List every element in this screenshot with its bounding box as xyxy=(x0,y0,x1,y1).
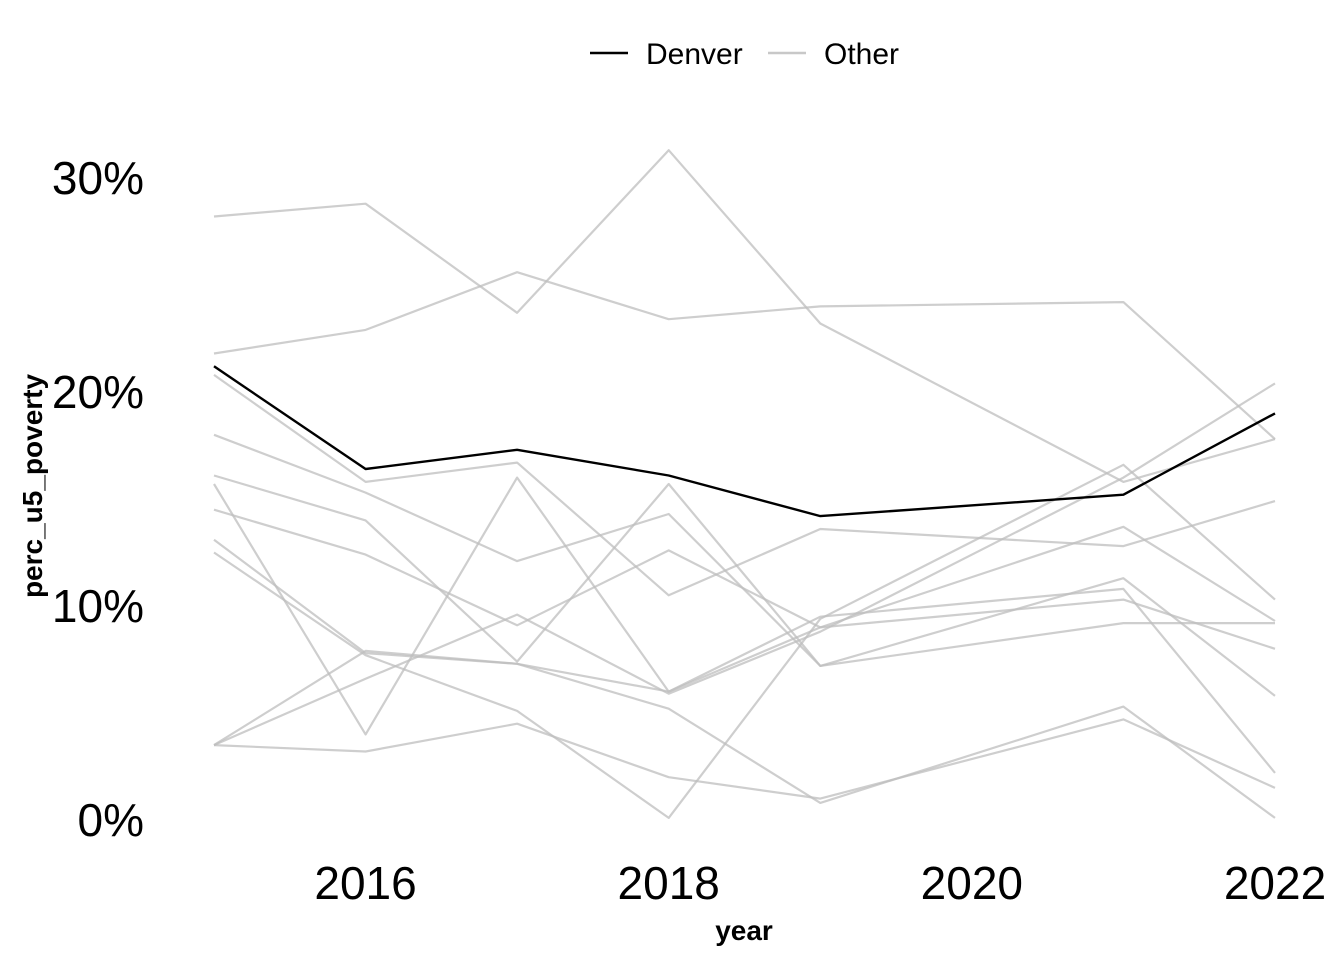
series-line-other-3 xyxy=(213,374,1276,597)
x-tick-label: 2018 xyxy=(618,857,720,909)
y-axis-ticks: 0% 10% 20% 30% xyxy=(52,152,144,846)
legend-label-other: Other xyxy=(824,38,899,71)
x-tick-label: 2016 xyxy=(314,857,416,909)
series-line-other-4 xyxy=(213,433,1275,668)
y-tick-label: 0% xyxy=(78,794,144,846)
series-line-denver xyxy=(213,365,1276,518)
series-line-other-1 xyxy=(213,149,1276,483)
series-line-other-2 xyxy=(213,271,1276,440)
x-axis-ticks: 2016 2018 2020 2022 xyxy=(314,857,1326,909)
series-line-other-11 xyxy=(213,718,1276,800)
y-tick-label: 30% xyxy=(52,152,144,204)
y-tick-label: 20% xyxy=(52,366,144,418)
series-line-other-8 xyxy=(213,538,1276,774)
series-line-other-12 xyxy=(213,382,1276,747)
series-line-other-6 xyxy=(213,508,1276,629)
x-tick-label: 2020 xyxy=(921,857,1023,909)
x-axis-title: year xyxy=(715,915,773,946)
denver-series-group xyxy=(213,365,1276,518)
y-axis-title: perc_u5_poverty xyxy=(17,374,48,599)
series-line-other-5 xyxy=(213,474,1276,697)
series-line-other-7 xyxy=(213,476,1276,736)
series-line-other-10 xyxy=(213,649,1276,819)
series-line-other-9 xyxy=(213,463,1276,820)
legend-label-denver: Denver xyxy=(646,38,743,71)
legend: Denver Other xyxy=(590,38,899,71)
other-series-group xyxy=(213,149,1276,820)
x-tick-label: 2022 xyxy=(1224,857,1326,909)
y-tick-label: 10% xyxy=(52,580,144,632)
